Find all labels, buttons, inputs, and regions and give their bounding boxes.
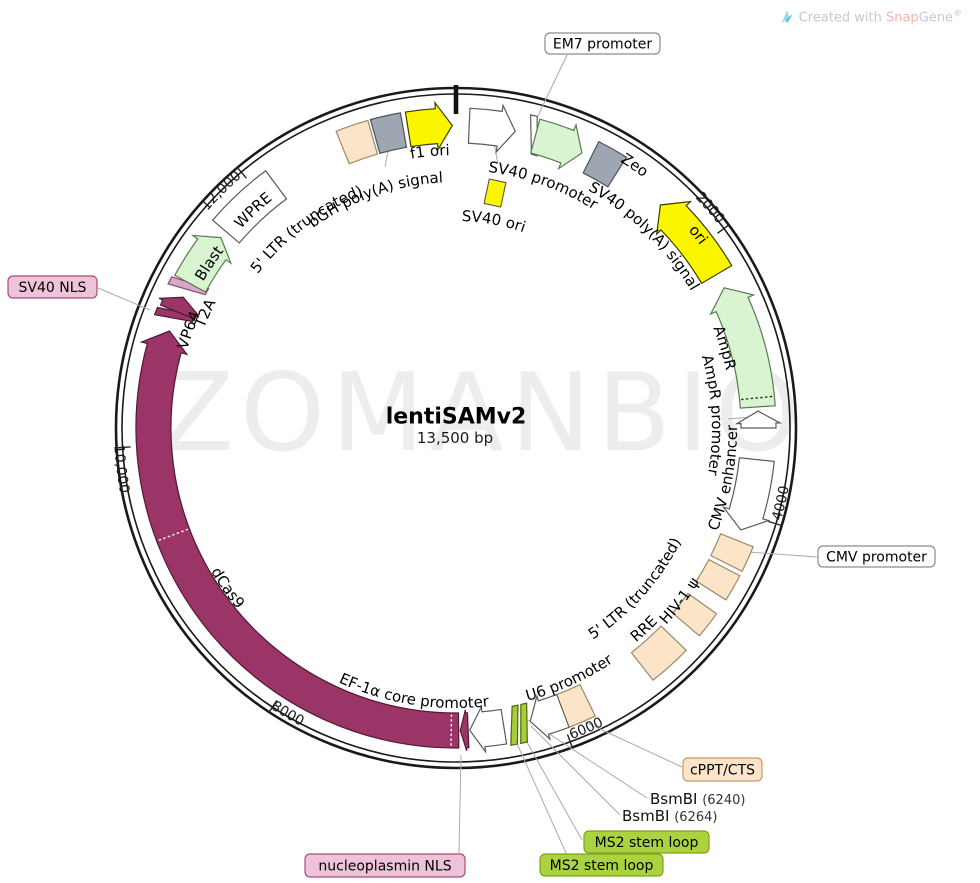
plasmid-title: lentiSAMv2 <box>385 404 527 430</box>
connector-bsmbi-6264 <box>530 725 621 816</box>
feature-u6-promoter[interactable] <box>529 693 570 742</box>
em7-promoter-callout[interactable] <box>544 32 661 55</box>
connector-ms2-stem-loop-1 <box>522 734 583 841</box>
feature-ori[interactable] <box>655 200 733 285</box>
feature-rre[interactable] <box>630 625 688 682</box>
tick-label-4000: 4000 <box>769 484 793 522</box>
cmv-promoter-callout[interactable] <box>817 545 936 568</box>
snapgene-logo-icon <box>781 10 793 24</box>
tick-4000 <box>768 520 782 527</box>
watermark: ZOMANBIO <box>160 351 806 476</box>
nucleoplasmin-nls-callout-label: nucleoplasmin NLS <box>318 859 451 875</box>
feature-cmv-promoter[interactable] <box>710 533 754 573</box>
connector-sv40-nls <box>97 287 151 311</box>
sv40-nls-callout-label: SV40 NLS <box>19 280 87 296</box>
cppt-cts-callout[interactable] <box>682 757 763 782</box>
sv40-nls-callout[interactable] <box>7 275 98 299</box>
feature-ampr[interactable] <box>709 287 776 409</box>
feature-dcas9[interactable] <box>135 330 460 749</box>
connector-cppt-cts <box>584 721 683 768</box>
ms2-stem-loop-callout-2-label: MS2 stem loop <box>550 858 654 874</box>
feature-sv40-ori[interactable] <box>483 178 507 208</box>
connector-cmv-promoter <box>747 551 818 558</box>
feature-f1-ori[interactable] <box>404 100 454 152</box>
plasmid-size: 13,500 bp <box>416 429 494 447</box>
feature-label-sv40-ori: SV40 ori <box>461 207 528 236</box>
feature-zeo[interactable] <box>529 118 583 171</box>
feature-label-f1-ori: f1 ori <box>409 141 450 163</box>
tick-6000 <box>566 734 573 748</box>
ms2-stem-loop-callout-1-label: MS2 stem loop <box>595 835 699 851</box>
feature-nucleoplasmin-nls[interactable] <box>459 709 470 752</box>
connector-em7-promoter <box>534 54 568 123</box>
feature-ms2-stem-loop-1[interactable] <box>520 702 528 745</box>
feature-vp64[interactable] <box>158 296 199 320</box>
feature-ampr-promoter[interactable] <box>734 410 783 429</box>
enzyme-label-bsmbi-6240: BsmBI (6240) <box>650 790 745 808</box>
em7-promoter-callout-label: EM7 promoter <box>553 37 652 53</box>
tick-12000 <box>236 167 247 179</box>
snapgene-credit: Created with SnapGene® <box>780 9 962 25</box>
ms2-stem-loop-callout-1[interactable] <box>583 830 710 854</box>
enzyme-label-bsmbi-6264: BsmBI (6264) <box>622 807 717 825</box>
feature-sv40-promoter[interactable] <box>467 103 516 154</box>
feature-wpre[interactable] <box>211 169 288 244</box>
tick-2000 <box>717 224 730 234</box>
ms2-stem-loop-callout-2[interactable] <box>539 853 664 877</box>
cmv-promoter-callout-label: CMV promoter <box>826 550 927 566</box>
feature-cmv-enhancer[interactable] <box>721 457 775 531</box>
feature-ef1a-core-promoter[interactable] <box>469 704 508 754</box>
credit-text: Created with SnapGene® <box>798 9 962 26</box>
segment-separator-dcas9 <box>157 528 189 542</box>
cppt-cts-callout-label: cPPT/CTS <box>690 763 755 779</box>
feature-sv40-nls[interactable] <box>153 306 197 323</box>
feature-label-ampr-promoter: AmpR promoter <box>698 353 726 478</box>
connector-ms2-stem-loop-2 <box>513 736 567 854</box>
feature-blast[interactable] <box>173 234 233 293</box>
tick-10000 <box>116 446 131 449</box>
feature-hiv1-psi[interactable] <box>671 592 718 637</box>
feature-ltr5-truncated-right[interactable] <box>695 558 741 601</box>
tick-8000 <box>268 699 278 713</box>
segment-separator-ampr <box>741 395 773 401</box>
connector-nucleoplasmin-nls <box>458 754 462 854</box>
nucleoplasmin-nls-callout[interactable] <box>304 853 466 878</box>
tick-label-10-000: 10,000 <box>110 445 132 495</box>
segment-separator-dcas9 <box>450 714 453 747</box>
feature-bgh-polya-signal[interactable] <box>369 112 408 155</box>
feature-t2a[interactable] <box>167 276 210 296</box>
feature-sv40-polya-signal[interactable] <box>582 140 628 188</box>
feature-ltr5-truncated-top[interactable] <box>335 119 379 165</box>
feature-ms2-stem-loop-2[interactable] <box>510 704 519 747</box>
